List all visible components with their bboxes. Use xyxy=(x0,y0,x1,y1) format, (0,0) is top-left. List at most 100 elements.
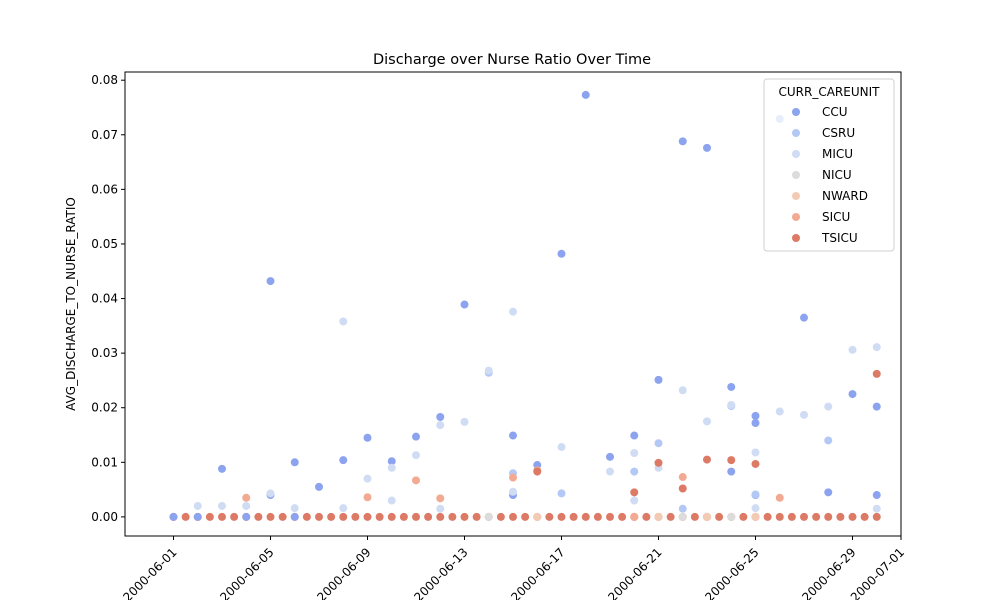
point-micu xyxy=(630,496,639,505)
baseline-point xyxy=(448,512,457,521)
point-ccu xyxy=(581,90,590,99)
legend-marker-nicu xyxy=(792,171,800,179)
baseline-point xyxy=(593,512,602,521)
point-tsicu xyxy=(751,459,760,468)
y-tick-label: 0.01 xyxy=(91,455,118,469)
point-ccu xyxy=(242,512,251,521)
point-csru xyxy=(630,467,639,476)
point-micu xyxy=(509,307,517,316)
baseline-point xyxy=(351,512,360,521)
baseline-point xyxy=(606,512,614,521)
legend-label: SICU xyxy=(822,210,850,224)
point-nward xyxy=(533,512,542,521)
point-ccu xyxy=(339,456,348,465)
point-micu xyxy=(678,386,687,395)
point-sicu xyxy=(678,473,687,482)
point-micu xyxy=(193,501,202,510)
baseline-point xyxy=(363,512,372,521)
point-ccu xyxy=(218,464,226,473)
x-tick-label: 2000-06-25 xyxy=(702,545,761,600)
point-ccu xyxy=(630,431,639,440)
baseline-point xyxy=(569,512,578,521)
baseline-point xyxy=(509,512,517,521)
baseline-point xyxy=(812,512,821,521)
baseline-point xyxy=(618,512,627,521)
point-nicu xyxy=(727,512,736,521)
point-ccu xyxy=(315,482,323,491)
x-axis: 2000-06-01 2000-06-05 2000-06-09 2000-06-13… xyxy=(120,536,907,600)
baseline-point xyxy=(848,512,857,521)
point-ccu xyxy=(824,488,833,497)
baseline-point xyxy=(315,512,323,521)
baseline-point xyxy=(739,512,748,521)
baseline-point xyxy=(666,512,675,521)
baseline-point xyxy=(775,512,784,521)
baseline-point xyxy=(387,512,396,521)
legend-title: CURR_CAREUNIT xyxy=(779,85,881,99)
point-micu xyxy=(775,407,784,416)
plot-area-frame xyxy=(124,71,902,537)
baseline-point xyxy=(763,512,772,521)
legend-marker-tsicu xyxy=(792,234,800,242)
y-tick-label: 0.07 xyxy=(91,128,118,142)
point-tsicu xyxy=(630,488,639,497)
baseline-point xyxy=(860,512,869,521)
point-micu xyxy=(848,345,857,354)
point-ccu xyxy=(290,512,299,521)
point-tsicu xyxy=(872,369,881,378)
point-nicu xyxy=(678,512,687,521)
x-tick-label: 2000-06-09 xyxy=(314,545,373,600)
y-tick-label: 0.08 xyxy=(91,73,118,87)
point-nward xyxy=(654,512,663,521)
legend-marker-csru xyxy=(792,129,800,137)
baseline-point xyxy=(339,512,348,521)
point-nicu xyxy=(484,512,493,521)
baseline-point xyxy=(581,512,590,521)
point-ccu xyxy=(460,300,469,309)
y-tick-label: 0.00 xyxy=(91,510,118,524)
point-csru xyxy=(751,490,760,499)
legend-label: MICU xyxy=(822,147,853,161)
point-ccu xyxy=(509,431,517,440)
x-tick-label: 2000-06-13 xyxy=(411,545,470,600)
point-ccu xyxy=(290,458,299,467)
legend-marker-sicu xyxy=(792,213,800,221)
baseline-point xyxy=(375,512,384,521)
legend-label: TSICU xyxy=(821,231,858,245)
point-micu xyxy=(412,451,420,460)
y-tick-label: 0.04 xyxy=(91,292,118,306)
baseline-point xyxy=(230,512,239,521)
y-tick-label: 0.03 xyxy=(91,346,118,360)
baseline-point xyxy=(460,512,469,521)
point-ccu xyxy=(751,411,760,420)
point-micu xyxy=(751,504,760,513)
point-csru xyxy=(824,436,833,445)
point-micu xyxy=(290,504,299,513)
legend-items: CCU CSRU MICU NICU NWARD SICU TSICU xyxy=(792,105,868,245)
baseline-point xyxy=(218,512,226,521)
point-micu xyxy=(703,417,711,426)
baseline-point xyxy=(266,512,275,521)
baseline-point xyxy=(872,512,881,521)
x-tick-label: 2000-06-21 xyxy=(605,545,664,600)
point-ccu xyxy=(872,402,881,411)
point-micu xyxy=(727,400,736,409)
point-ccu xyxy=(703,143,711,152)
point-sicu xyxy=(509,473,517,482)
baseline-point xyxy=(521,512,530,521)
point-sicu xyxy=(363,493,372,502)
point-ccu xyxy=(848,390,857,399)
baseline-point xyxy=(327,512,336,521)
point-micu xyxy=(751,448,760,457)
baseline-point xyxy=(436,512,445,521)
point-nward xyxy=(703,512,711,521)
point-micu xyxy=(436,421,445,430)
baseline-point xyxy=(181,512,190,521)
baseline-point xyxy=(800,512,808,521)
baseline-point xyxy=(278,512,287,521)
point-micu xyxy=(606,467,614,476)
baseline-point xyxy=(715,512,724,521)
legend-marker-nward xyxy=(792,192,800,200)
point-ccu xyxy=(266,277,275,286)
point-ccu xyxy=(751,419,760,428)
